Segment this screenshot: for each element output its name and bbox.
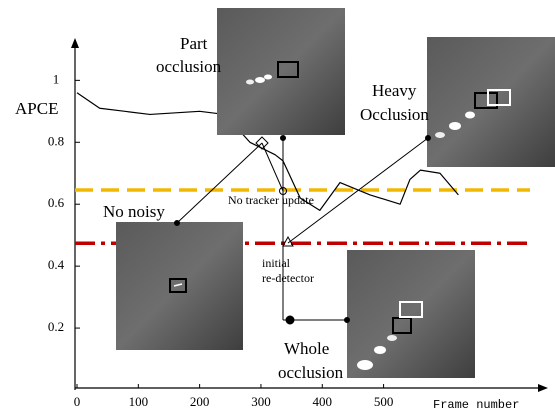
inset-heavy (427, 37, 555, 167)
inset-nonoisy (116, 222, 243, 350)
y-tick-label: 1 (53, 71, 60, 86)
x-arrow (538, 384, 548, 392)
x-tick-label: 500 (374, 394, 394, 409)
x-label: Frame number (433, 398, 519, 412)
x-tick-label: 400 (313, 394, 333, 409)
inset-whole (347, 250, 475, 378)
y-tick-label: 0.6 (48, 195, 65, 210)
x-tick-label: 300 (251, 394, 271, 409)
x-tick-label: 100 (129, 394, 149, 409)
annotation: Heavy (372, 81, 417, 100)
annotation: occlusion (156, 57, 222, 76)
annotation: No tracker update (228, 193, 314, 207)
annotation: initial (262, 256, 291, 270)
annotation: Occlusion (360, 105, 429, 124)
annotation: No noisy (103, 202, 165, 221)
annotation: re-detector (262, 271, 314, 285)
y-tick-label: 0.4 (48, 257, 65, 272)
x-tick-label: 0 (74, 394, 81, 409)
y-arrow (71, 38, 79, 48)
inset-part (217, 8, 345, 135)
annotation: Part (180, 34, 208, 53)
y-tick-label: 0.8 (48, 133, 64, 148)
y-label: APCE (15, 99, 58, 118)
annotation: occlusion (278, 363, 344, 382)
chart: APCE Frame number 0.2 0.4 0.6 0.8 1 0 100 200 30… (0, 0, 555, 413)
annotation: Whole (284, 339, 329, 358)
y-tick-label: 0.2 (48, 319, 64, 334)
x-tick-label: 200 (190, 394, 210, 409)
